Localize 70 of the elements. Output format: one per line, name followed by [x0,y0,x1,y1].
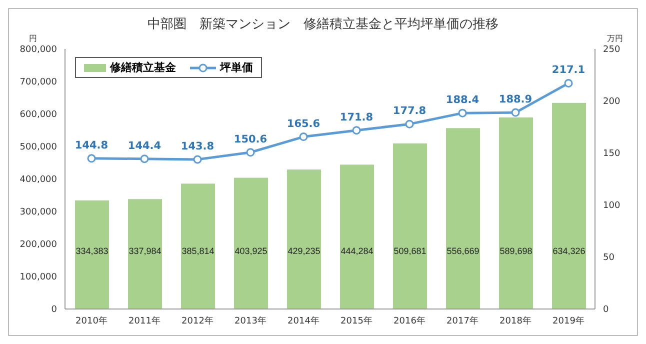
bar [181,184,215,309]
point [458,108,467,118]
point [405,120,414,128]
data-label: 188.4 [446,94,480,106]
bar [234,178,268,309]
data-label: 171.8 [340,111,374,124]
bar [128,199,162,309]
x-tick-label: 2015年 [340,315,372,326]
x-tick-label: 2016年 [394,315,426,326]
data-label: 403,925 [234,246,268,256]
data-label: 556,669 [446,246,480,256]
data-label: 444,284 [340,246,374,256]
y-tick-label: 400,000 [20,175,58,186]
y2-tick-label: 150 [603,149,620,160]
data-label: 509,681 [394,246,426,256]
point [352,126,361,135]
y-tick-label: 100,000 [20,272,58,283]
x-tick-label: 2014年 [288,315,320,326]
y-tick-label: 300,000 [20,208,58,218]
data-label: 144.8 [74,139,108,152]
x-tick-label: 2018年 [500,315,532,326]
point [246,148,255,157]
data-label: 165.6 [286,118,320,130]
x-tick-label: 2010年 [76,315,108,326]
data-label: 429,235 [288,246,320,256]
data-label: 143.8 [180,140,214,152]
y2-tick-label: 50 [603,253,615,264]
point [140,154,149,164]
y2-tick-label: 200 [603,97,620,108]
x-tick-label: 2019年 [552,315,584,326]
y-tick-label: 500,000 [20,142,58,153]
data-label: 177.8 [392,105,426,118]
bar [393,143,427,309]
point [511,108,520,117]
point [193,155,202,164]
data-label: 150.6 [234,133,268,146]
data-label: 217.1 [552,64,586,76]
point [299,132,308,142]
y-tick-label: 200,000 [20,240,58,250]
data-label: 144.4 [128,140,162,152]
bar [446,128,480,309]
bar [75,200,109,309]
chart-title: 中部圏 新築マンション 修繕積立基金と平均坪単価の推移 [146,16,500,33]
data-label: 634,326 [552,246,586,256]
y-tick-label: 800,000 [20,45,58,56]
bar [340,164,374,309]
bar [499,117,533,309]
x-tick-label: 2012年 [182,315,214,326]
y2-tick-label: 0 [603,305,609,316]
legend-label: 修繕積立基金 [110,60,176,75]
y2-axis-title: 万円 [607,33,623,44]
point [564,78,573,88]
bar [552,102,586,309]
legend-label: 坪単価 [220,60,253,75]
data-label: 589,698 [500,246,532,256]
x-tick-label: 2011年 [128,315,160,326]
x-tick-label: 2013年 [234,315,266,326]
y2-tick-label: 100 [603,201,620,212]
data-label: 337,984 [128,246,162,256]
y-tick-label: 0 [51,305,58,316]
data-label: 188.9 [498,94,532,106]
y2-tick-label: 250 [603,45,620,56]
point [87,154,96,163]
bar [287,170,321,309]
y-tick-label: 600,000 [20,110,58,120]
data-label: 385,814 [182,246,214,256]
data-label: 334,383 [76,246,108,256]
y-tick-label: 700,000 [20,78,58,88]
y-axis-title: 円 [29,33,37,44]
x-tick-label: 2017年 [446,315,478,326]
